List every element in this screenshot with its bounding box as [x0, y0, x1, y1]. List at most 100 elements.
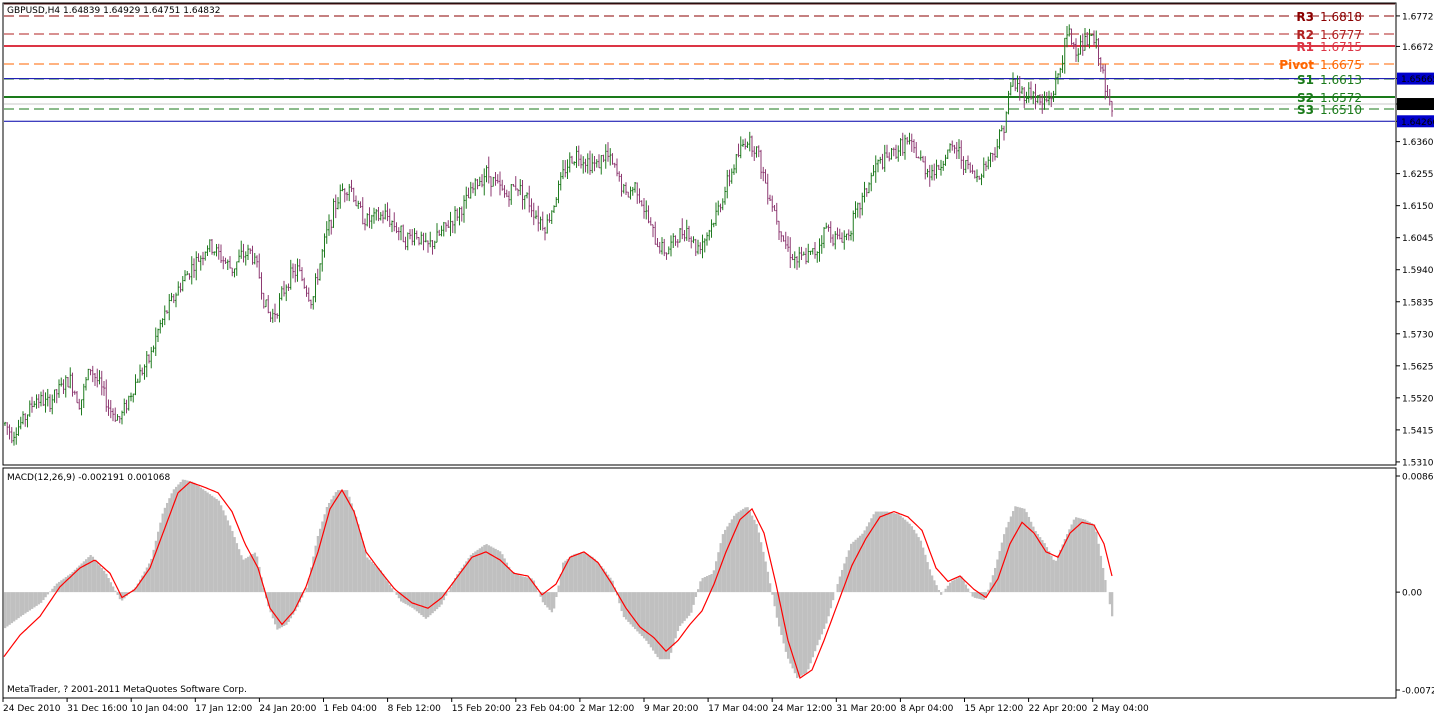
macd-histogram-bar	[244, 558, 248, 593]
macd-histogram-bar	[1045, 547, 1049, 593]
macd-histogram-bar	[109, 582, 113, 593]
macd-histogram-bar	[89, 555, 92, 593]
macd-histogram-bar	[280, 592, 284, 628]
macd-histogram-bar	[42, 592, 45, 601]
price-pane[interactable]	[2, 2, 1397, 466]
macd-histogram-bar	[105, 573, 108, 593]
pivot-value-r2: 1.6777	[1320, 28, 1362, 42]
price-axis-label: 1.57300	[1402, 330, 1434, 340]
macd-histogram-bar	[816, 592, 819, 646]
macd-histogram-bar	[586, 554, 590, 593]
macd-histogram-bar	[501, 554, 504, 593]
macd-histogram-bar	[1050, 555, 1053, 593]
macd-histogram-bar	[872, 514, 875, 593]
macd-histogram-bar	[384, 577, 387, 593]
macd-histogram-bar	[499, 551, 502, 593]
price-axis-label: 1.58350	[1402, 298, 1434, 308]
macd-histogram-bar	[530, 578, 533, 593]
macd-histogram-bar	[836, 584, 839, 593]
macd-histogram-bar	[665, 592, 668, 660]
macd-histogram-bar	[420, 592, 423, 616]
macd-histogram-bar	[800, 592, 803, 676]
macd-histogram-bar	[229, 525, 232, 593]
macd-histogram-bar	[951, 580, 954, 593]
macd-histogram-bar	[469, 554, 473, 593]
price-axis-label: 1.54150	[1402, 426, 1434, 436]
macd-histogram-bar	[1014, 506, 1017, 593]
macd-histogram-bar	[1068, 529, 1071, 593]
macd-histogram-bar	[726, 526, 729, 593]
macd-histogram-bar	[352, 510, 356, 593]
price-axis-label: 1.55200	[1402, 394, 1434, 404]
macd-histogram-bar	[1104, 580, 1107, 593]
macd-histogram-bar	[316, 536, 320, 593]
macd-histogram-bar	[1003, 534, 1006, 593]
macd-histogram-bar	[348, 496, 351, 593]
macd-histogram-bar	[562, 562, 565, 593]
macd-histogram-bar	[1088, 522, 1091, 593]
macd-histogram-bar	[764, 561, 767, 593]
macd-histogram-bar	[953, 579, 956, 593]
macd-histogram-bar	[1034, 531, 1037, 593]
macd-histogram-bar	[391, 588, 394, 593]
macd-histogram-bar	[510, 570, 513, 593]
macd-histogram-bar	[253, 552, 257, 593]
macd-histogram-bar	[400, 592, 403, 602]
macd-histogram-bar	[737, 511, 740, 593]
macd-histogram-bar	[996, 559, 999, 593]
macd-histogram-bar	[742, 508, 745, 593]
macd-histogram-bar	[161, 513, 164, 593]
macd-histogram-bar	[134, 587, 137, 593]
macd-histogram-bar	[967, 588, 970, 593]
macd-histogram-bar	[211, 495, 214, 593]
macd-histogram-bar	[361, 541, 365, 593]
macd-histogram-bar	[899, 515, 902, 593]
macd-histogram-bar	[204, 490, 207, 593]
macd-histogram-bar	[494, 548, 497, 593]
price-tag-2	[1397, 72, 1434, 85]
macd-histogram-bar	[674, 592, 677, 639]
macd-pane[interactable]	[2, 467, 1397, 699]
macd-histogram-bar	[411, 592, 414, 608]
macd-histogram-bar	[699, 581, 702, 593]
macd-histogram-bar	[1043, 543, 1046, 593]
price-tag-label: 1.64266	[1401, 118, 1434, 128]
price-axis: 1.67720 1.66720 1.65665 1.64832 1.64266 1.636…	[1396, 12, 1434, 468]
macd-histogram-bar	[28, 592, 32, 611]
macd-histogram-bar	[154, 540, 158, 593]
macd-histogram-bar	[415, 592, 419, 612]
price-tag-label: 1.65665	[1401, 75, 1434, 85]
macd-histogram-bar	[424, 592, 428, 619]
macd-histogram-bar	[773, 592, 776, 607]
macd-histogram-bar	[1093, 524, 1096, 593]
macd-histogram-bar	[289, 592, 293, 619]
macd-histogram-bar	[31, 592, 34, 609]
macd-histogram-bar	[213, 497, 216, 593]
time-axis-label: 1 Feb 04:00	[324, 704, 378, 714]
macd-histogram-bar	[922, 547, 925, 593]
macd-histogram-bar	[406, 592, 410, 606]
macd-histogram-bar	[94, 559, 97, 593]
macd-histogram-bar	[625, 592, 628, 620]
macd-histogram-bar	[661, 592, 664, 660]
macd-histogram-bar	[96, 562, 99, 593]
macd-histogram-bar	[184, 479, 187, 593]
macd-histogram-bar	[634, 592, 637, 630]
macd-histogram-bar	[269, 592, 272, 613]
macd-histogram-bar	[751, 515, 754, 593]
macd-histogram-bar	[332, 495, 335, 593]
macd-histogram-bar	[910, 526, 914, 593]
macd-histogram-bar	[44, 592, 47, 598]
macd-histogram-bar	[368, 559, 371, 593]
macd-histogram-bar	[935, 585, 938, 593]
macd-histogram-bar	[780, 592, 783, 635]
time-axis-label: 24 Jan 20:00	[259, 704, 316, 714]
macd-histogram-bar	[328, 502, 331, 593]
macd-histogram-bar	[973, 592, 977, 598]
macd-histogram-bar	[422, 592, 425, 617]
macd-histogram-bar	[37, 592, 41, 605]
pivot-label-s1: S1	[1297, 73, 1314, 87]
macd-histogram-bar	[319, 528, 322, 593]
